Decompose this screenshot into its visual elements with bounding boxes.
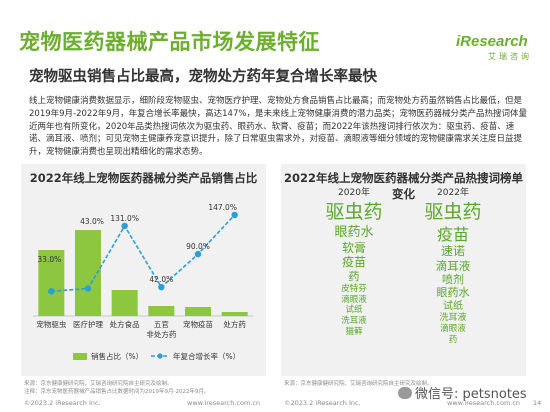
iresearch-logo: iResearch 艾瑞咨询 (456, 33, 532, 62)
logo-cn: 艾瑞咨询 (488, 52, 532, 61)
hot-2020-word-1: 眼药水 (334, 224, 374, 240)
hot-2020-word-8: 洗耳液 (341, 316, 367, 327)
logo-brand: iResearch (456, 33, 528, 50)
category-label-3: 五官 (154, 319, 169, 329)
category-label-5: 处方药 (223, 319, 246, 329)
hot-2022-word-7: 洗耳液 (439, 312, 467, 323)
legend-bar-swatch (73, 353, 87, 360)
growth-point-0 (48, 288, 55, 295)
hot-2022-word-1: 疫苗 (436, 224, 469, 244)
hot-2020-word-2: 软膏 (341, 240, 366, 255)
bar-5 (221, 312, 248, 316)
page-subtitle: 宠物驱虫销售占比最高，宠物处方药年复合增长率最快 (29, 69, 377, 85)
growth-point-4 (194, 250, 202, 258)
source-note-right: 来源：京东健康健研究院，艾瑞咨询研究院自主研究及绘制。 (284, 381, 433, 387)
bar-2 (111, 290, 138, 316)
page-title: 宠物医药器械产品市场发展特征 (19, 30, 320, 54)
bar-value-label-1: 43.0% (80, 217, 104, 226)
category-label-2: 处方食品 (110, 319, 140, 329)
category-label-0: 宠物驱虫 (36, 319, 66, 329)
hot-2022-word-8: 滴眼液 (440, 323, 466, 334)
footer-url-right: www.iresearch.com.cn (447, 399, 521, 407)
hot-2020-word-6: 滴眼液 (341, 294, 367, 305)
growth-point-1 (84, 285, 92, 292)
category-label-1: 医疗护理 (73, 319, 103, 329)
legend-line-label: 年复合增长率（%） (173, 351, 240, 361)
hot-2022-word-5: 眼药水 (436, 286, 470, 300)
year-2022-heading: 2022年 (437, 188, 469, 198)
category-label-3: 非处方药 (146, 329, 176, 339)
bar-3 (148, 306, 175, 316)
year-2020-heading: 2020年 (338, 188, 370, 198)
source-line: 来源：京东健康健研究院，艾瑞咨询研究院自主研究及绘制。 (24, 381, 173, 387)
line-value-label-5: 147.0% (208, 203, 237, 212)
legend-line-marker (157, 353, 163, 359)
hot-2020-word-5: 皮特芬 (341, 283, 367, 294)
hot-2020-word-4: 药 (348, 270, 360, 284)
watermark-text: 微信号: petsnotes (415, 387, 527, 402)
hot-2022-word-4: 喷剂 (442, 272, 464, 286)
wechat-watermark: 微信号: petsnotes (398, 383, 527, 402)
page-number: 14 (533, 399, 542, 407)
hot-2020-word-0: 驱虫药 (325, 201, 383, 223)
hot-search-title: 2022年线上宠物医药器械分类产品热搜词榜单变化 (283, 171, 523, 201)
hot-2020-word-7: 试纸 (345, 305, 363, 316)
line-value-label-3: 42.0% (149, 275, 173, 284)
hot-2022-word-2: 速诺 (440, 243, 465, 258)
category-label-4: 宠物疫苗 (183, 319, 213, 329)
footer-copyright-left: ©2023.2 iResearch Inc. (24, 399, 101, 407)
growth-point-5 (231, 211, 238, 219)
hot-words-2020: 驱虫药 眼药水 软膏 疫苗药皮特芬 滴眼液 试纸 洗耳液 猫藓 (314, 202, 394, 339)
bar-4 (185, 307, 211, 316)
sales-chart-title: 2022年线上宠物医药器械分类产品销售占比 (29, 171, 258, 185)
bar-value-label-0: 33.0% (37, 255, 61, 264)
source-line: 注释：京东宠物医药器械产品销售占比数据时间为2019年9月-2022年9月。 (24, 388, 210, 395)
hot-2020-word-3: 疫苗 (341, 255, 366, 270)
hot-search-panel: 2022年线上宠物医药器械分类产品热搜词榜单变化 2020年 2022年 驱虫药… (281, 164, 526, 376)
hot-2020-word-9: 猫藓 (345, 327, 363, 338)
line-value-label-2: 131.0% (110, 214, 139, 223)
growth-point-3 (158, 283, 165, 291)
line-value-label-4: 90.0% (186, 242, 210, 251)
legend-bar-label: 销售占比（%） (91, 351, 143, 361)
hot-2022-word-9: 药 (448, 334, 458, 345)
footer-url-left: www.iresearch.com.cn (187, 399, 261, 407)
source-left-text: 来源：京东健康健研究院，艾瑞咨询研究院自主研究及绘制。 注释：京东宠物医药器械产品… (24, 381, 209, 396)
wechat-icon (398, 387, 412, 399)
source-note-left: 来源：京东健康健研究院，艾瑞咨询研究院自主研究及绘制。 注释：京东宠物医药器械产品… (24, 381, 209, 396)
footer-copyright-right: ©2023.2 iResearch Inc. (284, 399, 361, 407)
hot-2022-word-0: 驱虫药 (424, 201, 482, 223)
bar-0 (38, 250, 65, 316)
hot-2022-word-3: 滴耳液 (435, 258, 471, 273)
growth-point-2 (121, 222, 128, 230)
sales-share-panel: 2022年线上宠物医药器械分类产品销售占比 宠物驱虫 医疗护理 处方食品 五官 非处方药… (21, 164, 266, 376)
hot-words-2022: 驱虫药 疫苗 速诺 滴耳液 喷剂 眼药水 试纸 洗耳液 滴眼液药 (413, 202, 493, 347)
growth-line (51, 214, 236, 293)
hot-2022-word-6: 试纸 (443, 301, 463, 312)
summary-paragraph: 线上宠物健康消费数据显示，细阶段宠物驱虫、宠物医疗护理、宠物处方食品销售占比最高… (29, 96, 527, 158)
